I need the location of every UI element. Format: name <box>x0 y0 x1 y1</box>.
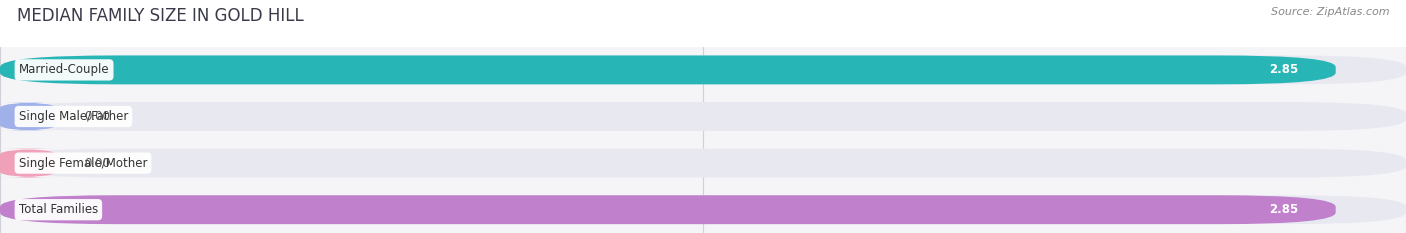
FancyBboxPatch shape <box>0 149 59 178</box>
Text: Single Male/Father: Single Male/Father <box>18 110 128 123</box>
FancyBboxPatch shape <box>0 195 1336 224</box>
Text: Source: ZipAtlas.com: Source: ZipAtlas.com <box>1271 7 1389 17</box>
Text: Total Families: Total Families <box>18 203 98 216</box>
Text: MEDIAN FAMILY SIZE IN GOLD HILL: MEDIAN FAMILY SIZE IN GOLD HILL <box>17 7 304 25</box>
FancyBboxPatch shape <box>0 55 1336 84</box>
Text: Married-Couple: Married-Couple <box>18 63 110 76</box>
Text: 2.85: 2.85 <box>1270 63 1298 76</box>
Text: 2.85: 2.85 <box>1270 203 1298 216</box>
Text: 0.00: 0.00 <box>84 157 110 170</box>
Text: Single Female/Mother: Single Female/Mother <box>18 157 148 170</box>
FancyBboxPatch shape <box>0 55 1406 84</box>
Text: 0.00: 0.00 <box>84 110 110 123</box>
FancyBboxPatch shape <box>0 149 1406 178</box>
FancyBboxPatch shape <box>0 102 59 131</box>
FancyBboxPatch shape <box>0 102 1406 131</box>
FancyBboxPatch shape <box>0 195 1406 224</box>
